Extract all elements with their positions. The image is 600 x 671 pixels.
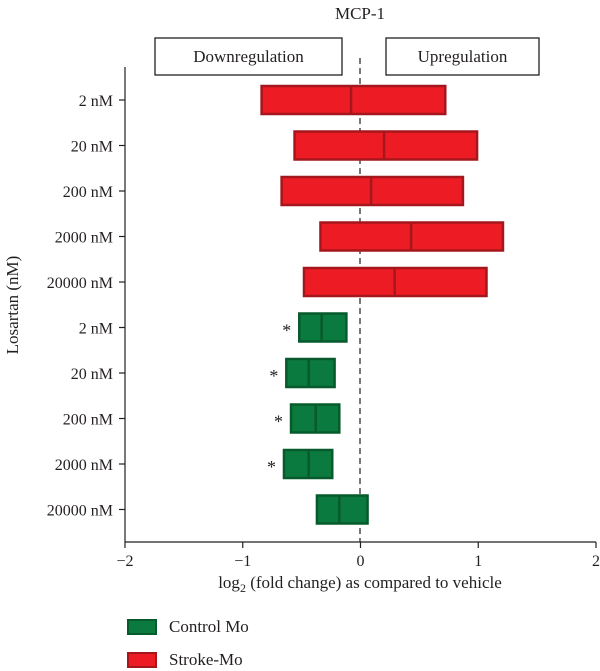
x-tick-label: 2 <box>592 553 600 570</box>
bar-control-mo <box>285 357 336 389</box>
bar-stroke-mo <box>260 84 447 116</box>
y-axis-label: Losartan (nM) <box>3 256 22 355</box>
upregulation-box: Upregulation <box>385 37 540 76</box>
y-tick-label: 2 nM <box>79 93 113 110</box>
significance-marker: * <box>274 412 283 432</box>
y-tick-label: 200 nM <box>63 412 113 429</box>
chart-title: MCP-1 <box>335 4 385 23</box>
y-tick-label: 20 nM <box>71 139 113 156</box>
y-tick-label: 20000 nM <box>47 503 113 520</box>
legend-item-stroke-mo: Stroke-Mo <box>127 650 243 670</box>
bars-group: * * * * <box>260 84 505 525</box>
significance-marker: * <box>267 457 276 477</box>
legend-item-control-mo: Control Mo <box>127 617 249 637</box>
legend-swatch-stroke-mo <box>127 652 157 668</box>
upregulation-label: Upregulation <box>418 47 508 66</box>
y-tick-label: 20 nM <box>71 366 113 383</box>
y-tick-label: 20000 nM <box>47 275 113 292</box>
y-tick-label: 2 nM <box>79 321 113 338</box>
y-ticks-group: 2 nM 20 nM 200 nM 2000 nM 20000 nM 2 nM 20 nM 2… <box>47 93 125 520</box>
x-tick-label: −1 <box>234 553 251 570</box>
downregulation-box: Downregulation <box>154 37 343 76</box>
x-tick-label: 1 <box>474 553 482 570</box>
significance-marker: * <box>282 321 291 341</box>
legend-swatch-control-mo <box>127 619 157 635</box>
y-tick-label: 200 nM <box>63 184 113 201</box>
y-tick-label: 2000 nM <box>55 230 113 247</box>
bar-control-mo <box>315 494 369 525</box>
x-axis-label-rest: (fold change) as compared to vehicle <box>246 573 502 592</box>
x-axis-label: log2 (fold change) as compared to vehicl… <box>218 573 502 595</box>
x-tick-label: 0 <box>357 553 365 570</box>
downregulation-label: Downregulation <box>193 47 304 66</box>
x-tick-label: −2 <box>116 553 133 570</box>
legend-label-control-mo: Control Mo <box>169 617 249 636</box>
significance-marker: * <box>269 366 278 386</box>
legend-label-stroke-mo: Stroke-Mo <box>169 650 243 669</box>
y-tick-label: 2000 nM <box>55 457 113 474</box>
x-ticks-group: −2 −1 0 1 2 <box>116 542 600 570</box>
x-axis-label-main: log <box>218 573 240 592</box>
bar-stroke-mo <box>293 130 479 161</box>
x-axis-label-subscript: 2 <box>240 581 246 595</box>
